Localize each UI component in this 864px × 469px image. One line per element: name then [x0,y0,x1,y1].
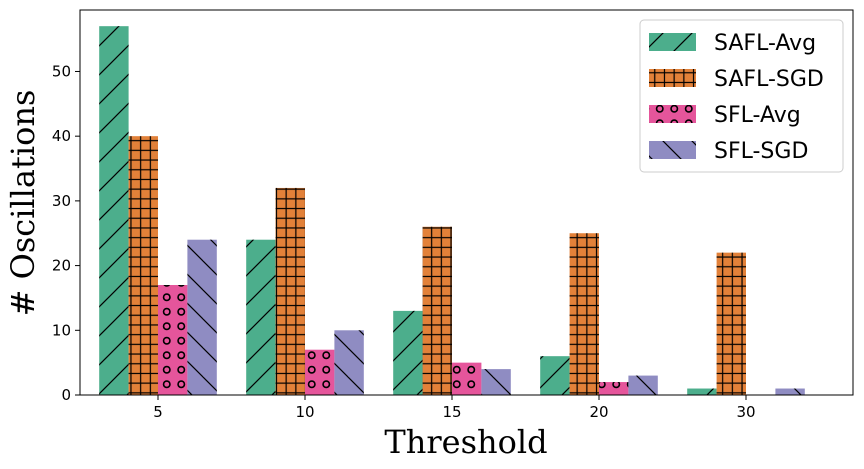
bar-hatch [599,382,629,395]
bar-hatch [158,285,188,395]
y-tick-label: 0 [61,386,71,404]
bar-sfl-sgd-10 [334,330,364,395]
bar-sfl-avg-20 [599,382,629,395]
bar-sfl-sgd-15 [481,369,511,395]
bar-hatch [275,187,305,395]
y-axis: 0 10 20 30 40 50 [52,62,80,404]
legend: SAFL-Avg SAFL-SGD SFL-Avg SFL-SGD [639,19,844,173]
legend-swatch-hatch [649,69,696,87]
bar-hatch [716,252,746,395]
bar-safl-sgd-20 [569,233,599,395]
bar-hatch [569,233,599,395]
legend-label: SAFL-Avg [714,31,816,56]
bar-sfl-avg-5 [158,285,188,395]
legend-item-safl-sgd: SAFL-SGD [649,67,824,92]
bar-safl-sgd-5 [128,136,158,396]
plot-frame [79,9,854,396]
x-tick-label: 20 [589,403,608,421]
bar-hatch [246,239,276,395]
bar-safl-avg-5 [99,26,129,395]
bar-hatch [422,226,452,395]
bar-hatch [187,239,217,395]
legend-swatch-hatch [649,33,696,51]
legend-swatch-hatch [649,141,696,159]
bar-safl-avg-15 [393,310,423,395]
bar-sfl-avg-15 [452,362,482,395]
bar-hatch [99,26,129,395]
legend-swatch-hatch [649,105,696,123]
bar-sfl-sgd-20 [628,375,658,395]
legend-label: SFL-SGD [714,139,808,164]
legend-label: SAFL-SGD [714,67,824,92]
x-tick-label: 10 [295,403,314,421]
legend-item-sfl-avg: SFL-Avg [649,103,801,128]
bar-safl-avg-30 [687,388,717,395]
bar-hatch [305,349,335,395]
bar-hatch [481,369,511,395]
bar-hatch [452,362,482,395]
bar-sfl-sgd-5 [187,239,217,395]
y-tick-label: 40 [52,127,71,145]
bar-safl-sgd-10 [275,187,305,395]
bar-hatch [628,375,658,395]
bar-safl-sgd-30 [716,252,746,395]
bar-safl-sgd-15 [422,226,452,395]
legend-box [639,19,844,173]
bar-hatch [334,330,364,395]
y-tick-label: 50 [52,62,71,80]
y-tick-label: 20 [52,257,71,275]
bar-safl-avg-20 [540,356,570,395]
bars-group [99,26,805,396]
legend-item-sfl-sgd: SFL-SGD [649,139,808,164]
x-tick-label: 30 [736,403,755,421]
x-axis: 5 10 15 20 30 [153,395,756,421]
legend-label: SFL-Avg [714,103,801,128]
x-axis-title: Threshold [384,423,547,461]
bar-safl-avg-10 [246,239,276,395]
y-tick-label: 10 [52,321,71,339]
x-tick-label: 5 [153,403,163,421]
legend-item-safl-avg: SAFL-Avg [649,31,816,56]
bar-sfl-sgd-30 [775,388,805,395]
bar-hatch [687,388,717,395]
bar-sfl-avg-10 [305,349,335,395]
bar-hatch [540,356,570,395]
bar-hatch [775,388,805,395]
bar-hatch [393,310,423,395]
y-axis-title: # Oscillations [4,90,42,317]
bar-hatch [128,136,158,396]
x-tick-label: 15 [442,403,461,421]
y-tick-label: 30 [52,192,71,210]
